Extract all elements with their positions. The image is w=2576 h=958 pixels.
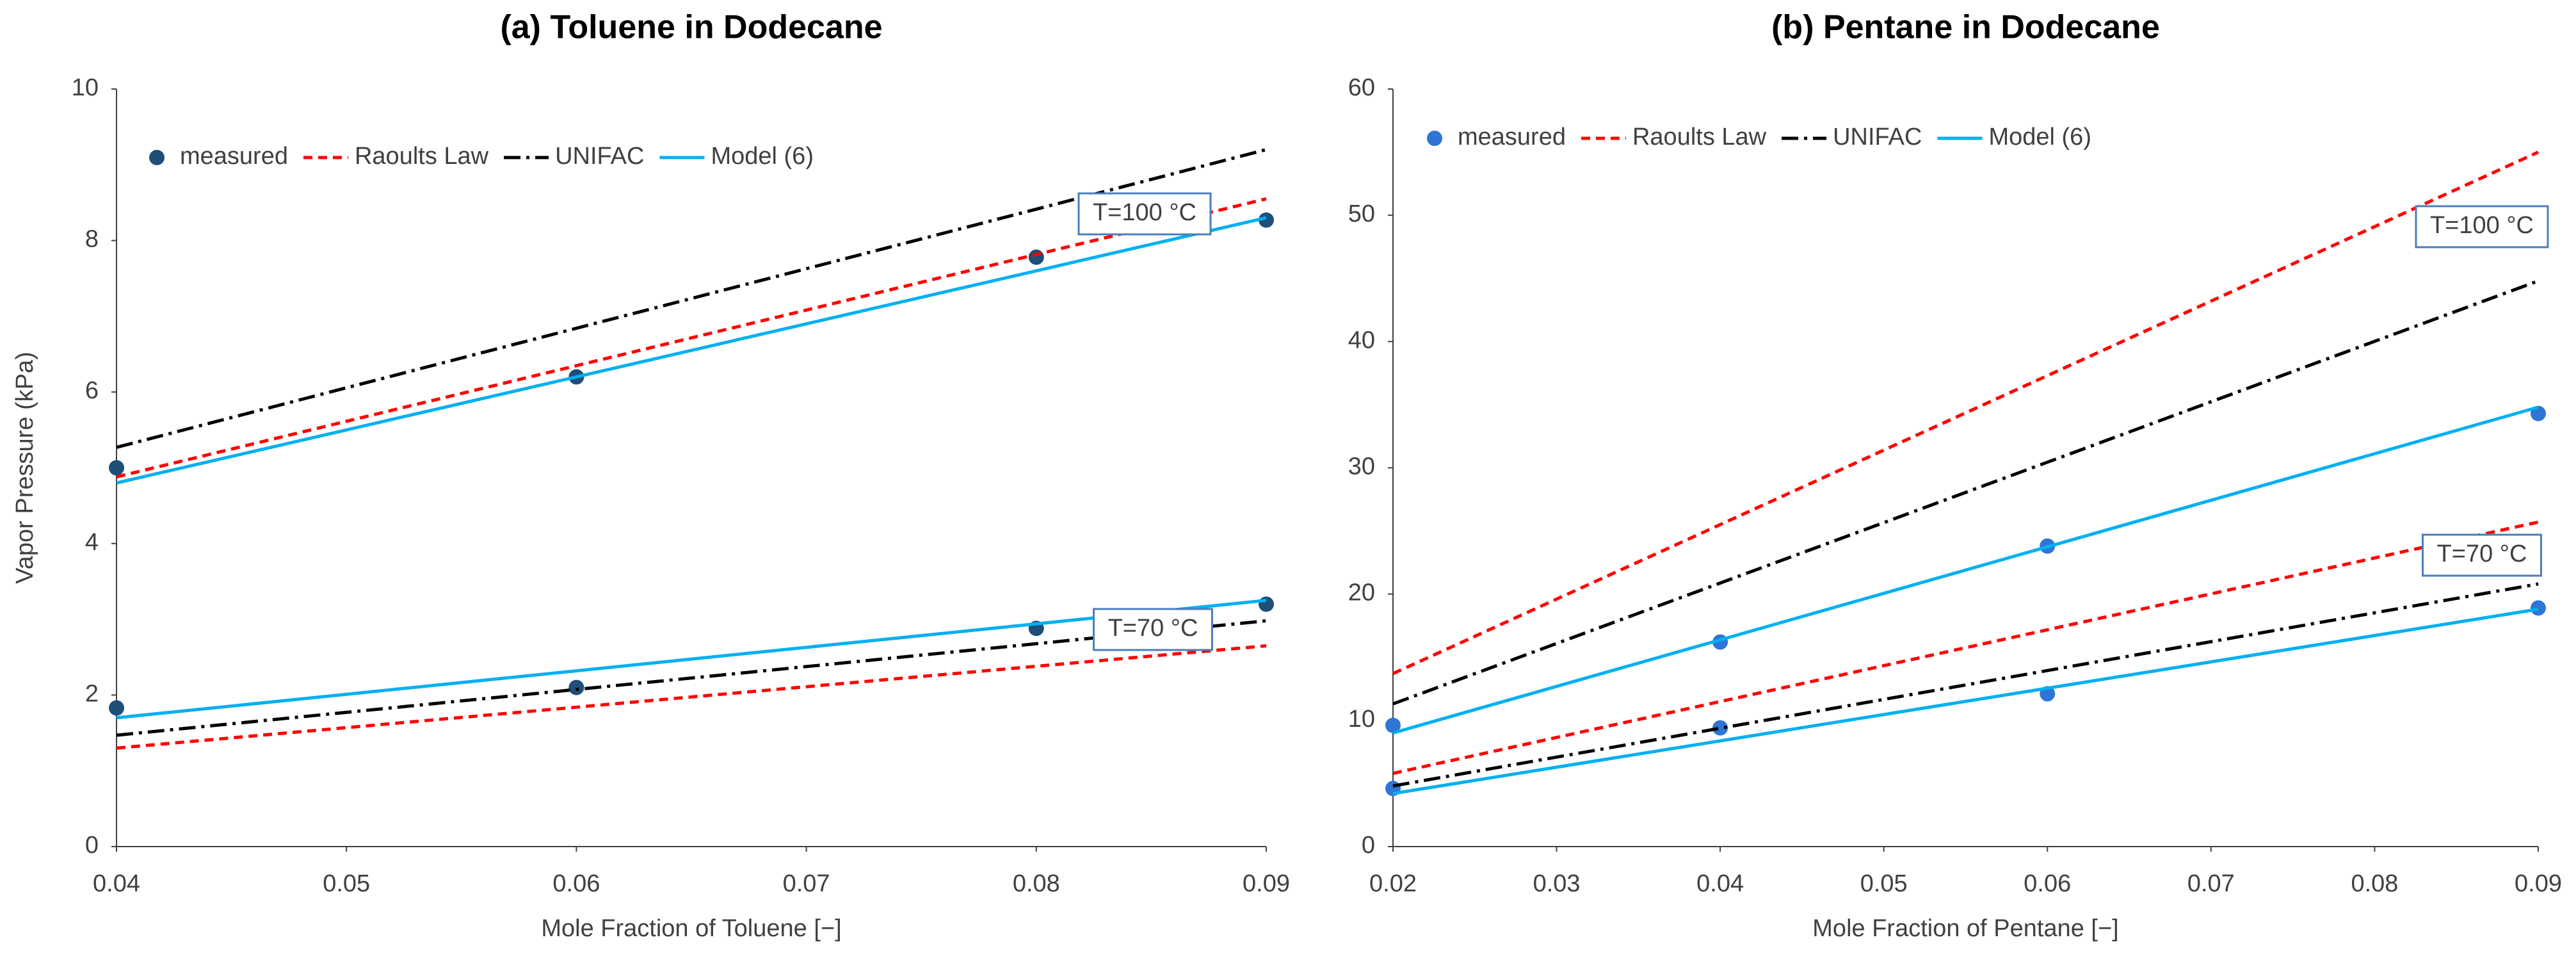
legend-marker bbox=[1427, 131, 1442, 146]
legend-label: measured bbox=[1458, 124, 1566, 150]
series-line bbox=[116, 619, 1267, 737]
annotation: T=70 °C bbox=[1108, 615, 1198, 642]
series-line bbox=[116, 197, 1267, 479]
data-point bbox=[109, 460, 124, 476]
x-tick-label: 0.09 bbox=[1243, 870, 1290, 897]
x-tick-label: 0.04 bbox=[93, 870, 140, 897]
data-point bbox=[568, 679, 584, 695]
y-tick-label: 30 bbox=[1348, 453, 1375, 480]
series-line bbox=[1392, 150, 2540, 676]
x-tick-label: 0.07 bbox=[783, 870, 830, 897]
data-point bbox=[109, 700, 124, 716]
x-tick-label: 0.09 bbox=[2515, 870, 2562, 897]
legend-label: Raoults Law bbox=[355, 143, 489, 170]
y-tick-label: 2 bbox=[85, 680, 99, 707]
x-tick-label: 0.04 bbox=[1696, 870, 1744, 897]
data-point bbox=[1259, 596, 1274, 612]
legend-label: measured bbox=[180, 143, 288, 170]
y-tick-label: 10 bbox=[72, 74, 99, 101]
y-tick-label: 6 bbox=[85, 377, 99, 404]
x-tick-label: 0.07 bbox=[2187, 870, 2235, 897]
data-point bbox=[1712, 720, 1728, 736]
x-tick-label: 0.02 bbox=[1369, 870, 1417, 897]
x-tick-label: 0.08 bbox=[1013, 870, 1060, 897]
x-axis-label: Mole Fraction of Pentane [−] bbox=[1812, 915, 2118, 942]
annotation-box bbox=[1077, 192, 1212, 236]
annotation: T=70 °C bbox=[2437, 540, 2527, 567]
data-point bbox=[1259, 212, 1274, 228]
legend-marker bbox=[149, 150, 165, 165]
series-line bbox=[1392, 279, 2539, 706]
series-line bbox=[1392, 405, 2539, 735]
legend-label: Model (6) bbox=[711, 143, 814, 170]
annotation-box bbox=[2422, 533, 2542, 577]
legend-label: Model (6) bbox=[1988, 124, 2091, 150]
chart-title: (a) Toluene in Dodecane bbox=[500, 9, 882, 46]
x-tick-label: 0.08 bbox=[2351, 870, 2398, 897]
series-line bbox=[1392, 520, 2539, 775]
data-point bbox=[1385, 717, 1401, 733]
series-line bbox=[116, 216, 1267, 485]
x-tick-label: 0.03 bbox=[1533, 870, 1581, 897]
series-line bbox=[116, 148, 1267, 449]
x-tick-label: 0.06 bbox=[2024, 870, 2071, 897]
series-line bbox=[116, 644, 1267, 750]
y-tick-label: 20 bbox=[1348, 580, 1375, 606]
x-axis-label: Mole Fraction of Toluene [−] bbox=[541, 915, 841, 942]
data-point bbox=[2531, 600, 2546, 616]
data-point bbox=[1028, 249, 1044, 265]
y-tick-label: 4 bbox=[85, 529, 99, 556]
series-line bbox=[1392, 607, 2539, 795]
y-tick-label: 0 bbox=[1362, 832, 1375, 859]
y-tick-label: 40 bbox=[1348, 327, 1375, 353]
annotation: T=100 °C bbox=[1093, 199, 1196, 226]
y-axis-label: Vapor Pressure (kPa) bbox=[12, 352, 38, 584]
y-tick-label: 60 bbox=[1348, 74, 1375, 101]
annotation: T=100 °C bbox=[2430, 212, 2534, 239]
y-tick-label: 0 bbox=[85, 832, 99, 859]
annotation-box bbox=[2415, 205, 2549, 248]
annotation-box bbox=[1093, 608, 1213, 651]
x-tick-label: 0.06 bbox=[552, 870, 600, 897]
x-tick-label: 0.05 bbox=[1860, 870, 1908, 897]
chart-title: (b) Pentane in Dodecane bbox=[1771, 9, 2160, 46]
series-line bbox=[1392, 582, 2539, 788]
y-tick-label: 10 bbox=[1348, 706, 1375, 733]
series-line bbox=[116, 599, 1267, 720]
y-tick-label: 8 bbox=[85, 226, 99, 253]
legend-label: Raoults Law bbox=[1632, 124, 1767, 150]
legend-label: UNIFAC bbox=[1833, 124, 1922, 150]
x-tick-label: 0.05 bbox=[323, 870, 370, 897]
legend-label: UNIFAC bbox=[555, 143, 644, 170]
y-tick-label: 50 bbox=[1348, 200, 1375, 227]
